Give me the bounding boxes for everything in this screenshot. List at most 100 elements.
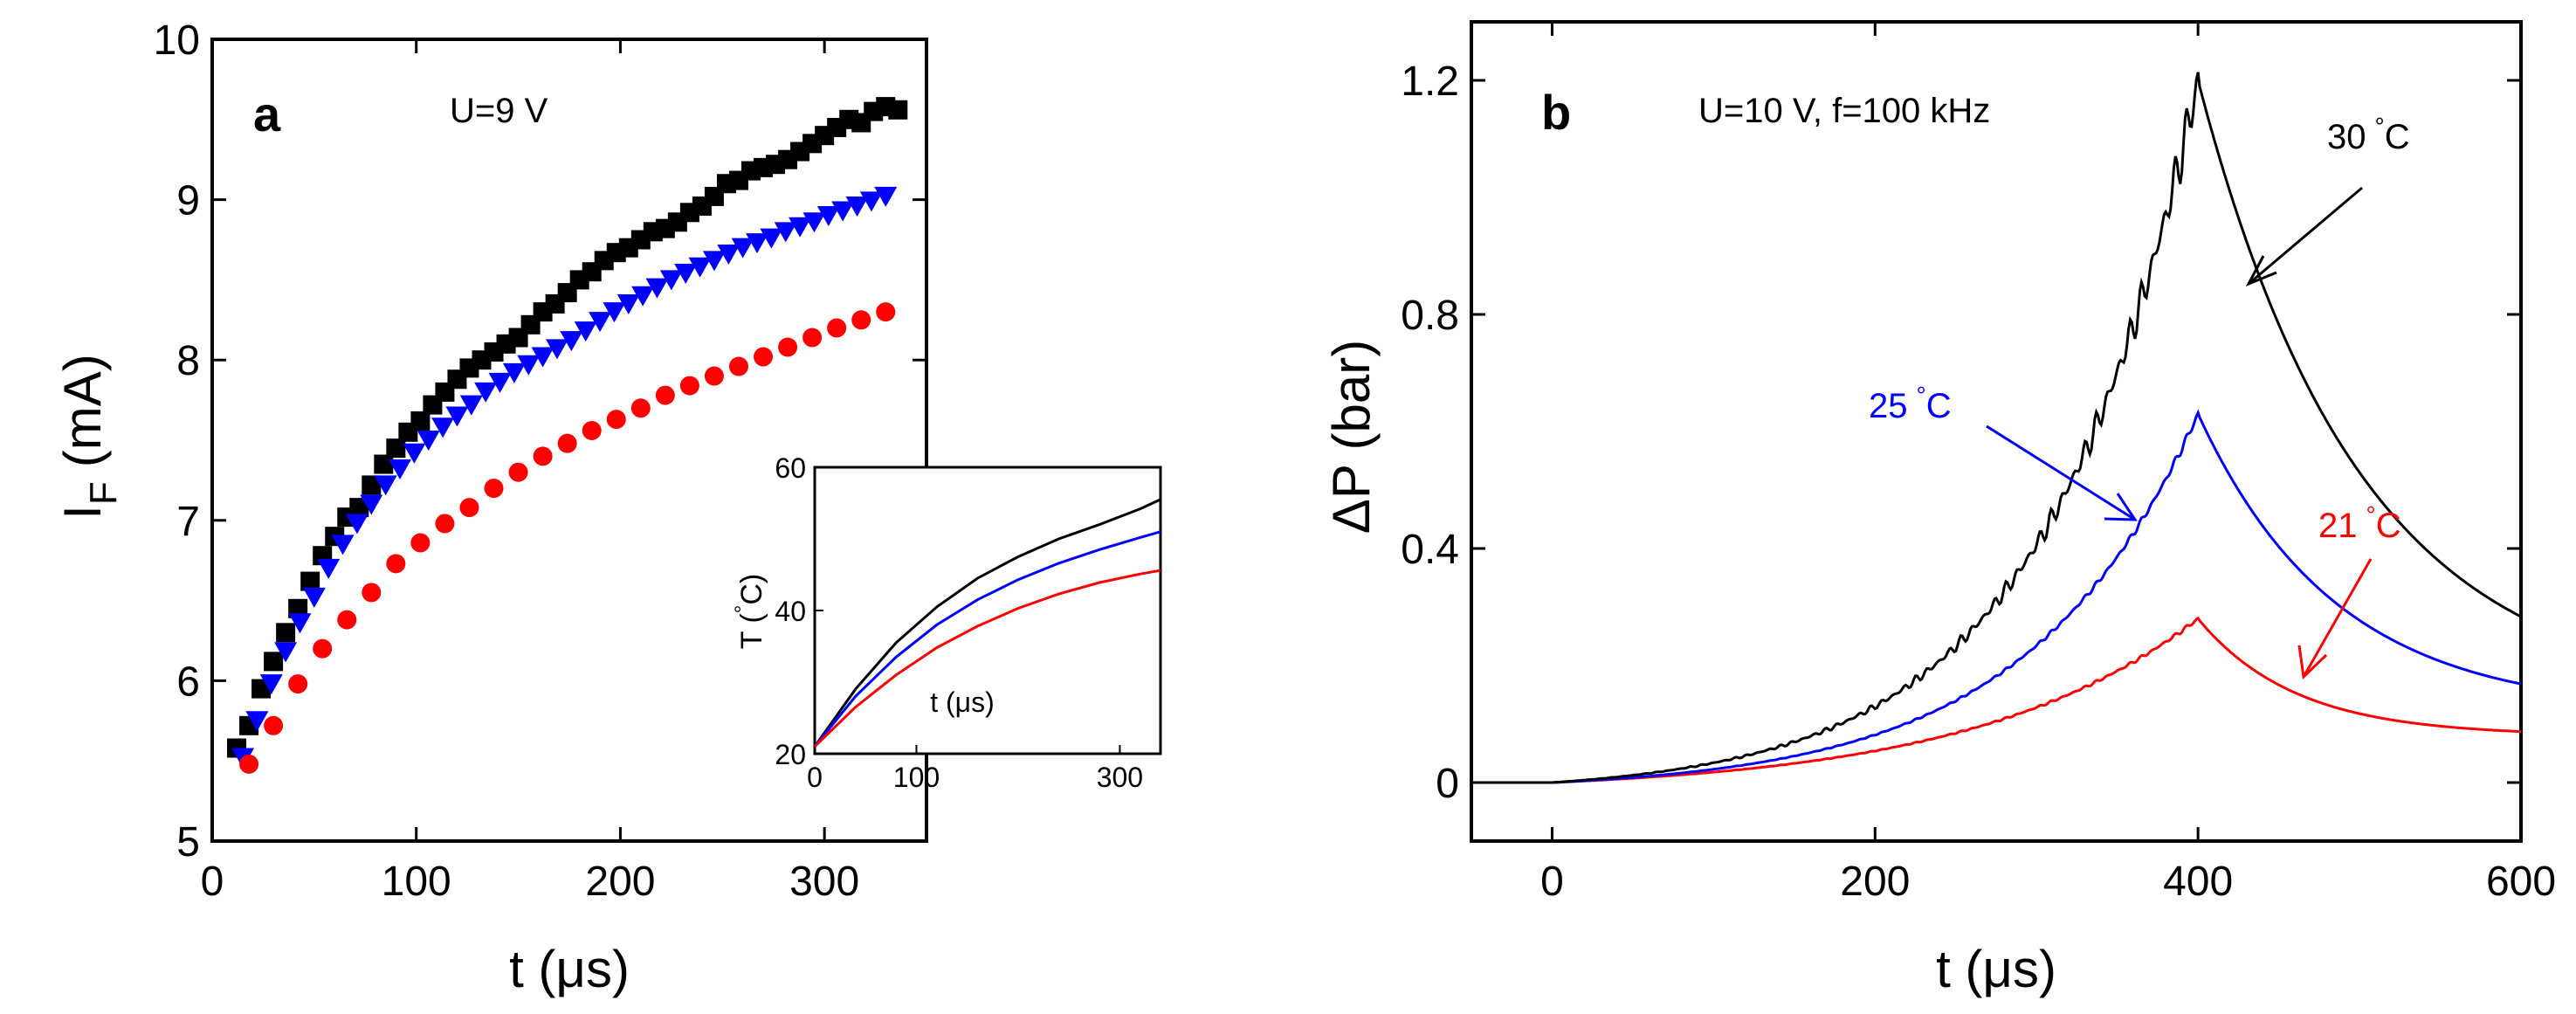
data-point-square — [288, 598, 308, 618]
panel-b-frame — [1470, 20, 2523, 843]
data-point-circle — [876, 302, 896, 322]
panel-a-xlabel: t (μs) — [509, 940, 630, 998]
panel-b-xlabel: t (μs) — [1936, 940, 2056, 998]
inset-xlabel: t (μs) — [930, 686, 995, 718]
data-point-circle — [827, 318, 847, 338]
data-point-triangle — [574, 321, 597, 342]
panel-a-inset: 0 100 300 20 40 60 t (μs) T (°C) — [731, 452, 1162, 793]
data-point-triangle — [545, 339, 568, 360]
data-point-triangle — [688, 257, 712, 278]
data-point-square — [374, 454, 394, 474]
data-point-triangle — [616, 293, 640, 314]
data-point-triangle — [403, 443, 426, 464]
label-25C: 25 °C — [1869, 382, 1952, 425]
data-point-triangle — [331, 535, 355, 555]
data-point-triangle — [245, 711, 269, 732]
inset-frame — [813, 466, 1162, 755]
data-point-square — [264, 652, 284, 672]
panel-a-ylabel-unit: (mA) — [53, 354, 112, 467]
data-point-circle — [582, 420, 602, 440]
panel-b-letter: b — [1541, 85, 1571, 140]
panel-a-xtick-label: 300 — [789, 859, 859, 905]
data-point-triangle — [389, 459, 412, 480]
arrow-21C — [2297, 558, 2373, 680]
inset-ytick-label: 40 — [775, 596, 806, 627]
data-point-triangle — [274, 642, 298, 663]
panel-a-ytick-label: 10 — [154, 17, 200, 64]
data-point-circle — [851, 310, 871, 330]
inset-lines — [813, 498, 1161, 748]
panel-a-ylabel-main: I — [53, 505, 112, 520]
panel-a-data-points — [227, 97, 908, 774]
data-point-triangle — [360, 494, 383, 515]
data-point-circle — [435, 514, 455, 534]
panel-a-xtick-label: 200 — [585, 859, 655, 905]
data-point-square — [300, 571, 320, 591]
data-point-triangle — [645, 278, 669, 299]
data-point-circle — [655, 385, 675, 405]
panel-b-xtick-label: 600 — [2486, 859, 2556, 905]
data-point-triangle — [589, 312, 612, 333]
data-point-triangle — [816, 205, 840, 226]
data-point-triangle — [417, 431, 440, 451]
panel-b-lines — [1471, 72, 2522, 784]
data-point-triangle — [488, 372, 512, 393]
data-point-triangle — [717, 245, 740, 266]
panel-a-ytick-label: 8 — [176, 338, 200, 384]
data-point-triangle — [802, 212, 826, 233]
inset-xtick-label: 0 — [807, 762, 823, 793]
svg-text:IF(mA): IF (mA) — [53, 354, 125, 520]
inset-ylabel-suffix: C) — [735, 574, 768, 605]
data-point-triangle — [631, 286, 655, 307]
inset-xtick-label: 300 — [1097, 762, 1143, 793]
data-point-circle — [313, 638, 333, 659]
data-point-triangle — [560, 331, 583, 352]
curve-21C — [1471, 616, 2522, 784]
data-point-circle — [484, 479, 504, 499]
data-point-circle — [754, 347, 774, 367]
data-point-triangle — [345, 514, 368, 535]
label-30C: 30 °C — [2327, 113, 2410, 156]
arrow-30C — [2245, 186, 2363, 286]
data-point-circle — [288, 674, 308, 694]
data-point-triangle — [474, 382, 498, 403]
data-point-triangle — [760, 228, 783, 249]
panel-b-annotation: U=10 V, f=100 kHz — [1698, 92, 1990, 130]
panel-a-xtick-label: 0 — [201, 859, 224, 905]
data-point-circle — [362, 583, 382, 603]
inset-line-red — [813, 569, 1161, 748]
data-point-triangle — [659, 270, 683, 291]
data-point-triangle — [831, 201, 855, 222]
data-point-triangle — [774, 222, 797, 243]
data-point-square — [362, 475, 382, 495]
inset-ylabel-prefix: T ( — [735, 613, 768, 650]
data-point-triangle — [288, 613, 312, 634]
label-21C: 21 °C — [2318, 501, 2401, 545]
panel-b-xtick-label: 400 — [2163, 859, 2233, 905]
data-point-circle — [557, 433, 577, 453]
panel-b-ytick-label: 0.8 — [1401, 293, 1459, 339]
curve-30C — [1471, 72, 2522, 784]
panel-b-ytick-label: 0.4 — [1401, 527, 1459, 573]
panel-b-xtick-label: 200 — [1840, 859, 1910, 905]
data-point-circle — [386, 554, 406, 574]
data-point-circle — [728, 356, 748, 376]
panel-a-letter: a — [253, 86, 281, 141]
data-point-triangle — [789, 217, 812, 238]
curve-25C — [1471, 409, 2522, 784]
panel-a-frame — [210, 38, 928, 843]
panel-b-ticks: 0 200 400 600 0 0.4 0.8 1.2 — [1401, 22, 2556, 905]
data-point-triangle — [874, 186, 898, 207]
data-point-circle — [459, 498, 479, 518]
panel-b: 0 200 400 600 0 0.4 0.8 1.2 b U=10 V, f=100 kHz… — [1322, 20, 2556, 998]
data-point-square — [386, 438, 406, 459]
arrow-25C — [1986, 424, 2138, 521]
data-point-circle — [606, 410, 626, 430]
panel-a-xtick-label: 100 — [382, 859, 451, 905]
inset-line-blue — [813, 530, 1161, 748]
panel-a-ylabel-subscript: F — [82, 481, 125, 505]
data-point-triangle — [702, 251, 726, 272]
panel-a-ytick-label: 9 — [176, 178, 200, 224]
